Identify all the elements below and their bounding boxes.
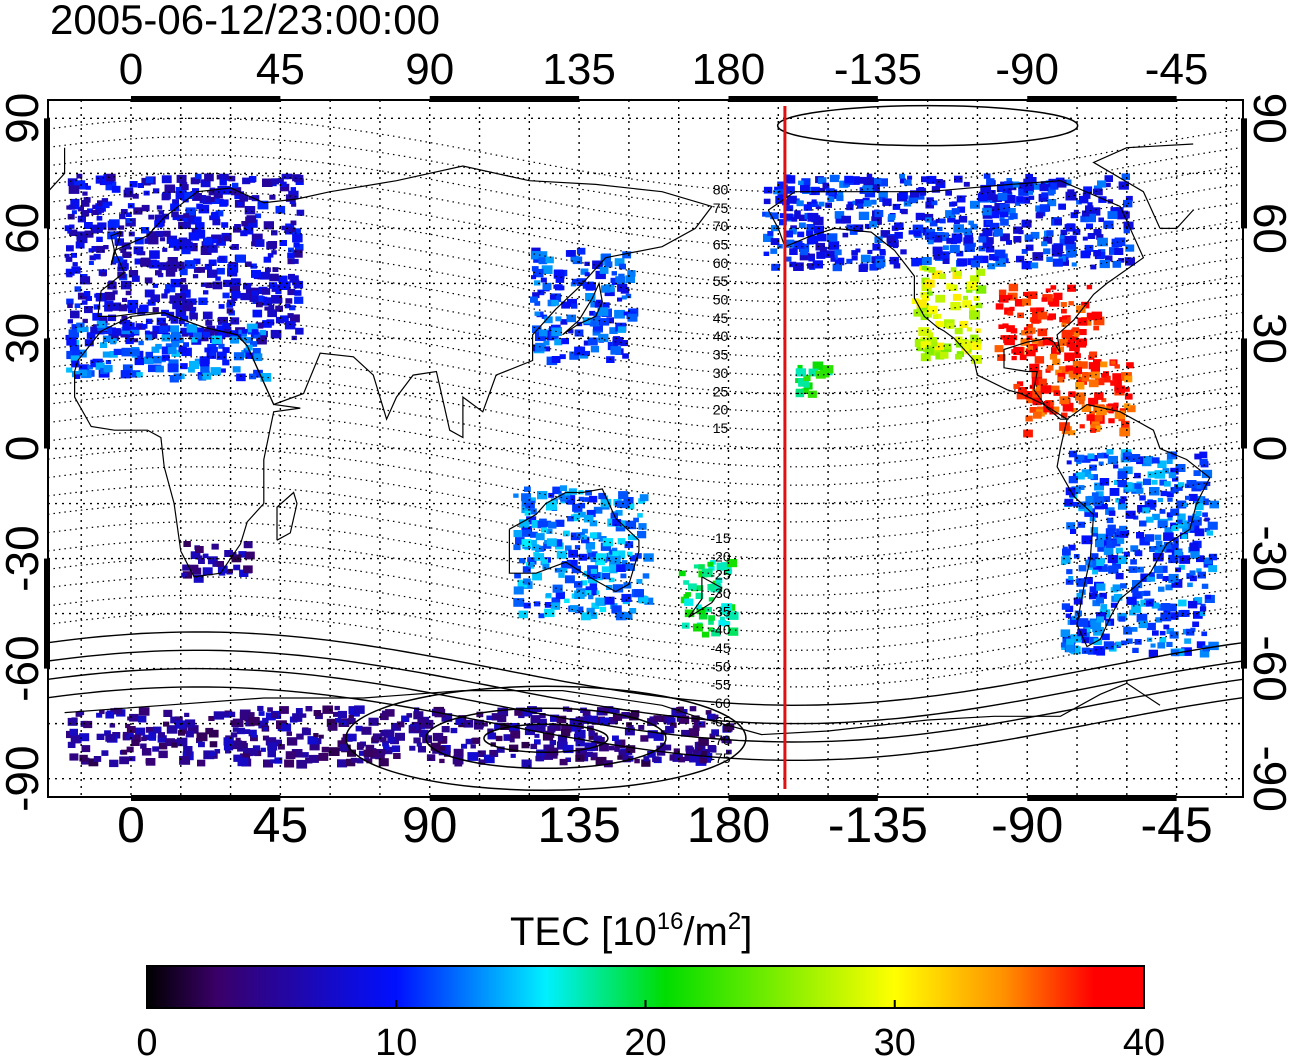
lon-tick-label: 45	[256, 45, 305, 94]
coastline	[1056, 403, 1211, 648]
colorbar-tick-label: 20	[624, 1022, 666, 1057]
contour-label: 40	[713, 328, 729, 344]
contour-label: -75	[710, 750, 730, 766]
lon-tick-label: 90	[402, 797, 458, 853]
contour-label: 65	[713, 237, 729, 253]
magnetic-latitude-contours	[48, 104, 1243, 792]
lon-tick-label: 180	[692, 45, 765, 94]
contour-label: -50	[710, 658, 730, 674]
colorbar-tick-label: 30	[874, 1022, 916, 1057]
colorbar-tick-label: 0	[136, 1022, 157, 1057]
lat-tick-label: -90	[0, 745, 48, 811]
contour-label: -40	[710, 622, 730, 638]
lon-tick-label: -135	[828, 797, 928, 853]
lat-tick-label: 90	[1244, 93, 1292, 144]
lat-tick-label: 90	[0, 93, 48, 144]
coastline	[688, 576, 723, 618]
contour-label: -45	[710, 640, 730, 656]
lat-tick-label: 60	[0, 203, 48, 254]
lon-tick-label: -90	[991, 797, 1063, 853]
contour-label: -35	[710, 603, 730, 619]
coastline	[97, 165, 713, 439]
lon-tick-label: 135	[542, 45, 615, 94]
lon-tick-label: 45	[253, 797, 309, 853]
contour-label: 25	[713, 383, 729, 399]
contour-label: 20	[713, 402, 729, 418]
mag-contour	[48, 649, 1243, 725]
top-longitude-ticks: 0 45 90 135 180 -135 -90 -45	[119, 45, 1209, 94]
contour-label: 45	[713, 310, 729, 326]
mag-pole-contour	[483, 723, 609, 754]
colorbar-tick-label: 10	[375, 1022, 417, 1057]
lat-tick-label: -90	[1244, 745, 1292, 811]
tec-region	[1013, 358, 1136, 438]
tec-data-layer	[64, 173, 1219, 769]
lon-tick-label: 135	[537, 797, 620, 853]
lat-lon-grid	[48, 100, 1243, 797]
colorbar-ticks: 0 10 20 30 40	[136, 1000, 1165, 1057]
colorbar-title: TEC [1016/m2]	[510, 908, 752, 954]
lat-tick-label: 0	[1244, 436, 1292, 462]
lat-tick-label: 60	[1244, 203, 1292, 254]
lat-tick-label: -60	[0, 635, 48, 701]
tec-region	[762, 173, 1135, 272]
contour-label: -15	[710, 530, 730, 546]
coastline	[562, 281, 603, 336]
mag-contour	[48, 667, 1243, 743]
coastline	[508, 488, 640, 593]
lat-tick-label: 30	[1244, 313, 1292, 364]
contour-label: -65	[710, 713, 730, 729]
contour-label: 60	[713, 255, 729, 271]
bottom-longitude-ticks: 0 45 90 135 180 -135 -90 -45	[117, 797, 1213, 853]
lat-tick-label: -60	[1244, 635, 1292, 701]
contour-label: 55	[713, 273, 729, 289]
contour-label: 70	[713, 218, 729, 234]
colorbar-tick-label: 40	[1123, 1022, 1165, 1057]
contour-label: 80	[713, 182, 729, 198]
contour-label: 35	[713, 347, 729, 363]
mag-pole-contour	[425, 707, 667, 770]
lon-tick-label: -45	[1140, 797, 1212, 853]
lon-tick-label: -45	[1145, 45, 1209, 94]
left-latitude-ticks: 90 60 30 0 -30 -60 -90	[0, 93, 48, 812]
contour-label: 50	[713, 292, 729, 308]
lat-tick-label: -30	[0, 525, 48, 591]
contour-label: -20	[710, 548, 730, 564]
contour-label: -25	[710, 567, 730, 583]
mag-contour	[48, 631, 1243, 707]
lon-tick-label: 0	[117, 797, 145, 853]
contour-label: 75	[713, 200, 729, 216]
contour-label: -55	[710, 677, 730, 693]
contour-label: 15	[713, 420, 729, 436]
tec-region	[994, 283, 1105, 364]
contour-label: -70	[710, 732, 730, 748]
contour-labels: 80 75 70 65 60 55 50 45 40 35 30 25 20 15 -15 -20 -25 -30…	[710, 182, 730, 767]
coastline	[767, 180, 1145, 420]
tec-region	[66, 320, 272, 383]
lat-tick-label: 30	[0, 313, 48, 364]
tec-region	[795, 361, 834, 398]
lon-tick-label: 180	[687, 797, 770, 853]
right-latitude-ticks: 90 60 30 0 -30 -60 -90	[1244, 93, 1292, 812]
lon-tick-label: 90	[405, 45, 454, 94]
lat-tick-label: 0	[0, 436, 48, 462]
contour-label: -60	[710, 695, 730, 711]
lon-tick-label: 0	[119, 45, 143, 94]
lon-tick-label: -90	[995, 45, 1059, 94]
coastline	[110, 231, 122, 266]
coastline	[74, 312, 301, 578]
contour-label: 30	[713, 365, 729, 381]
map-frame-bands	[44, 96, 1247, 801]
lat-tick-label: -30	[1244, 525, 1292, 591]
timestamp-title: 2005-06-12/23:00:00	[50, 0, 440, 43]
mag-contour	[48, 686, 1243, 761]
mag-pole-contour	[776, 104, 1079, 147]
lon-tick-label: -135	[834, 45, 922, 94]
coastline	[276, 491, 298, 541]
mag-pole-contour	[345, 685, 747, 792]
contour-label: -30	[710, 585, 730, 601]
